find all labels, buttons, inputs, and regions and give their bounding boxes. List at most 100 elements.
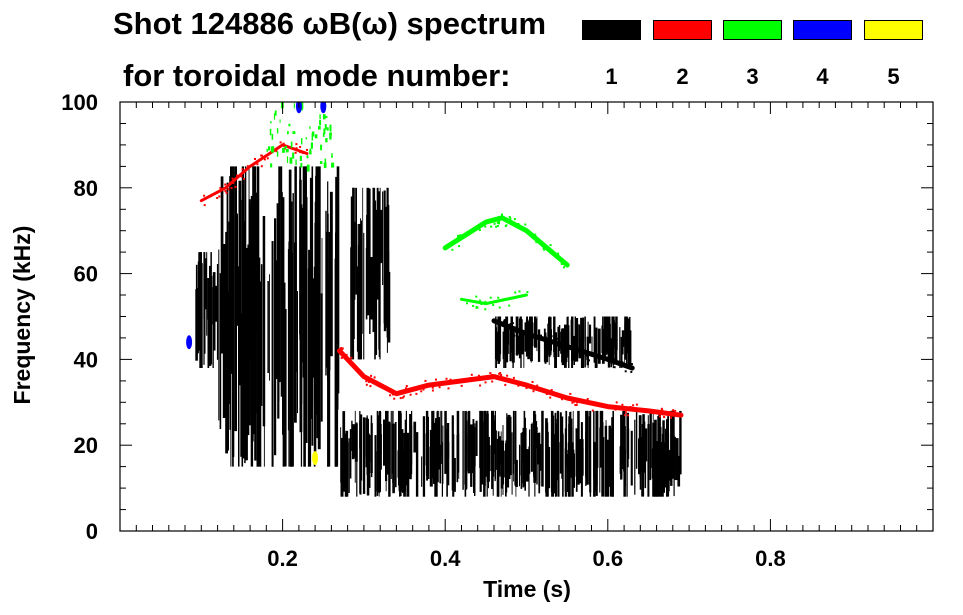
n1-spectral-mark bbox=[564, 325, 568, 358]
n3-band-mark bbox=[273, 113, 276, 120]
n1-spectral-mark bbox=[595, 410, 599, 468]
n1-ridge-mark bbox=[556, 344, 559, 347]
n3-ridge-mark bbox=[448, 245, 451, 248]
n2-ridge-mark bbox=[424, 379, 427, 382]
n1-ridge-mark bbox=[559, 346, 561, 349]
n1-spectral-mark bbox=[571, 327, 574, 350]
n1-ridge-mark bbox=[585, 354, 588, 357]
x-tick-label: 0.6 bbox=[593, 546, 624, 571]
n3-ridge-mark bbox=[505, 224, 508, 227]
n2-ridge-mark bbox=[203, 204, 206, 207]
n1-spectral-mark bbox=[254, 166, 257, 414]
n1-spectral-mark bbox=[506, 327, 510, 345]
n3-ridge-mark bbox=[508, 216, 511, 218]
n1-spectral-mark bbox=[554, 423, 558, 497]
n2-ridge-mark bbox=[399, 397, 402, 400]
legend-swatch-n5 bbox=[864, 20, 923, 40]
n3-ridge-mark bbox=[466, 302, 468, 305]
n1-spectral-mark bbox=[441, 424, 443, 459]
n1-spectral-mark bbox=[526, 449, 529, 482]
n1-spectral-mark bbox=[267, 281, 269, 373]
n2-ridge-mark bbox=[231, 177, 234, 180]
n2-ridge-mark bbox=[469, 377, 472, 379]
n1-spectral-mark bbox=[205, 258, 207, 310]
n1-spectral-mark bbox=[551, 439, 554, 497]
n1-ridge-mark bbox=[621, 361, 624, 364]
n2-ridge-mark bbox=[393, 397, 396, 400]
n3-ridge-mark bbox=[497, 296, 500, 299]
n2-ridge-mark bbox=[401, 396, 404, 399]
n1-spectral-mark bbox=[479, 410, 481, 468]
n3-ridge-mark bbox=[475, 306, 478, 309]
n1-spectral-mark bbox=[502, 425, 504, 495]
n1-spectral-mark bbox=[553, 415, 555, 453]
n1-spectral-mark bbox=[219, 273, 222, 429]
n1-spectral-mark bbox=[622, 410, 626, 469]
n1-spectral-mark bbox=[351, 221, 355, 360]
n1-spectral-mark bbox=[578, 324, 581, 355]
n2-ridge-mark bbox=[573, 400, 576, 403]
n2-ridge-mark bbox=[484, 381, 487, 384]
n1-spectral-mark bbox=[367, 218, 371, 307]
n2-ridge-mark bbox=[621, 403, 624, 406]
n1-spectral-mark bbox=[415, 432, 419, 497]
n2-ridge-mark bbox=[635, 403, 638, 406]
n1-spectral-mark bbox=[608, 425, 611, 487]
n2-ridge-mark bbox=[422, 388, 425, 391]
n2-ridge-mark bbox=[216, 191, 218, 194]
n3-ridge-mark bbox=[498, 222, 501, 225]
n1-spectral-mark bbox=[244, 260, 247, 394]
n1-spectral-mark bbox=[521, 332, 524, 355]
n1-spectral-mark bbox=[557, 442, 560, 497]
n1-spectral-mark bbox=[575, 428, 578, 477]
n1-spectral-mark bbox=[495, 327, 497, 368]
n1-spectral-mark bbox=[238, 197, 241, 386]
n2-ridge-mark bbox=[576, 401, 579, 404]
n1-spectral-mark bbox=[518, 318, 521, 359]
n3-ridge-mark bbox=[509, 217, 512, 220]
n1-spectral-mark bbox=[292, 193, 294, 467]
n1-spectral-mark bbox=[593, 442, 597, 491]
n1-spectral-mark bbox=[495, 430, 497, 470]
n1-ridge-mark bbox=[579, 354, 581, 357]
n1-spectral-mark bbox=[578, 439, 582, 484]
n1-spectral-mark bbox=[616, 316, 618, 351]
n1-spectral-mark bbox=[547, 446, 551, 489]
n2-ridge-mark bbox=[340, 347, 343, 349]
n1-spectral-mark bbox=[514, 410, 517, 465]
n1-spectral-mark bbox=[271, 241, 274, 467]
n1-spectral-mark bbox=[385, 410, 388, 482]
n1-spectral-mark bbox=[635, 410, 638, 469]
n2-ridge-mark bbox=[586, 398, 589, 401]
n2-ridge-mark bbox=[431, 389, 434, 392]
n1-spectral-mark bbox=[588, 416, 590, 485]
n1-spectral-mark bbox=[406, 432, 410, 497]
n1-spectral-mark bbox=[517, 335, 520, 355]
n3-band-mark bbox=[301, 138, 303, 145]
n1-ridge-mark bbox=[613, 366, 616, 369]
n3-ridge-mark bbox=[478, 299, 481, 302]
n1-spectral-mark bbox=[513, 410, 515, 482]
n1-ridge-mark bbox=[623, 365, 626, 367]
n2-ridge-mark bbox=[536, 384, 539, 387]
n1-spectral-mark bbox=[611, 431, 614, 497]
n2-ridge-mark bbox=[622, 408, 625, 411]
n2-ridge-mark bbox=[466, 379, 469, 382]
n2-ridge-mark bbox=[210, 195, 213, 198]
n1-spectral-mark bbox=[354, 423, 358, 462]
n3-band-mark bbox=[322, 132, 325, 137]
n1-spectral-mark bbox=[311, 328, 314, 446]
n1-spectral-mark bbox=[374, 435, 377, 497]
n2-ridge-mark bbox=[449, 378, 452, 381]
n1-spectral-mark bbox=[378, 411, 382, 464]
n3-ridge-mark bbox=[563, 266, 565, 269]
n1-spectral-mark bbox=[327, 279, 331, 467]
n1-spectral-mark bbox=[340, 437, 344, 497]
n1-spectral-mark bbox=[537, 329, 541, 362]
n3-band-mark bbox=[279, 119, 281, 123]
n2-ridge-mark bbox=[431, 386, 434, 389]
n3-band-mark bbox=[326, 127, 329, 131]
n1-spectral-mark bbox=[354, 424, 355, 459]
n1-spectral-mark bbox=[385, 206, 388, 326]
n2-ridge-mark bbox=[500, 374, 503, 376]
